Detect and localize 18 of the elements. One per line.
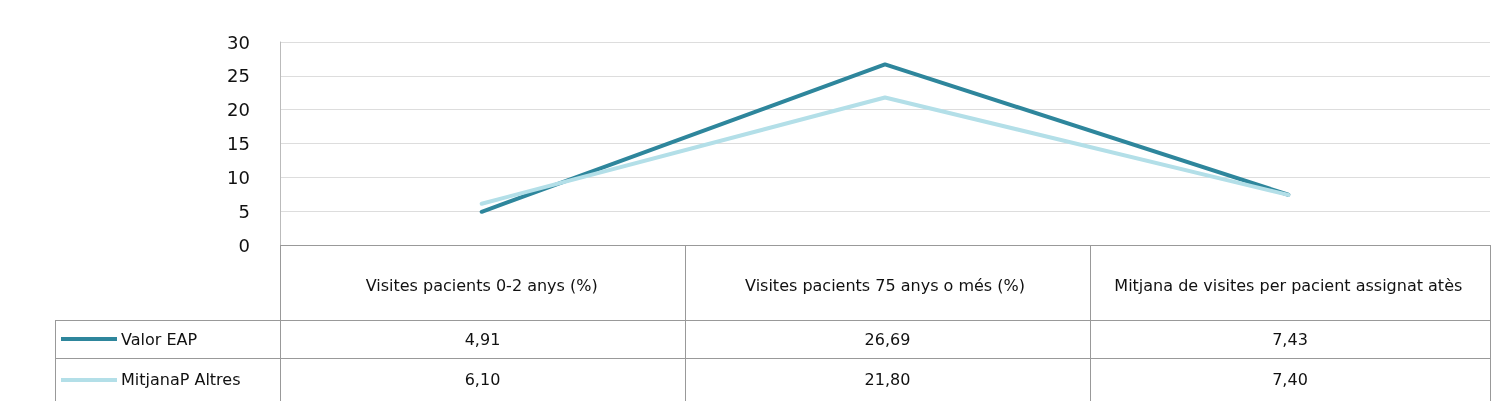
data-label: 26,69 xyxy=(863,328,912,351)
y-tick-label: 5 xyxy=(238,200,250,222)
x-tick-label: Visites pacients 75 anys o més (%) xyxy=(745,276,1025,295)
data-label: 4,91 xyxy=(463,328,502,351)
y-tick-label: 30 xyxy=(227,31,250,53)
data-label: 6,10 xyxy=(463,369,502,391)
y-tick-label: 25 xyxy=(227,65,250,87)
legend-label: Valor EAP xyxy=(121,329,198,349)
x-tick-label: Visites pacients 0-2 anys (%) xyxy=(365,276,598,295)
data-label: 7,43 xyxy=(1271,328,1309,351)
y-tick-label: 15 xyxy=(227,133,250,154)
x-tick-label: Mitjana de visites per pacient assignat atès xyxy=(1114,276,1463,295)
data-label: 21,80 xyxy=(863,369,912,391)
y-tick-label: 0 xyxy=(238,234,250,256)
legend-label: MitjanaP Altres xyxy=(121,370,241,389)
y-tick-label: 10 xyxy=(227,166,250,188)
y-tick-label: 20 xyxy=(227,99,250,121)
data-label: 7,40 xyxy=(1271,369,1309,391)
